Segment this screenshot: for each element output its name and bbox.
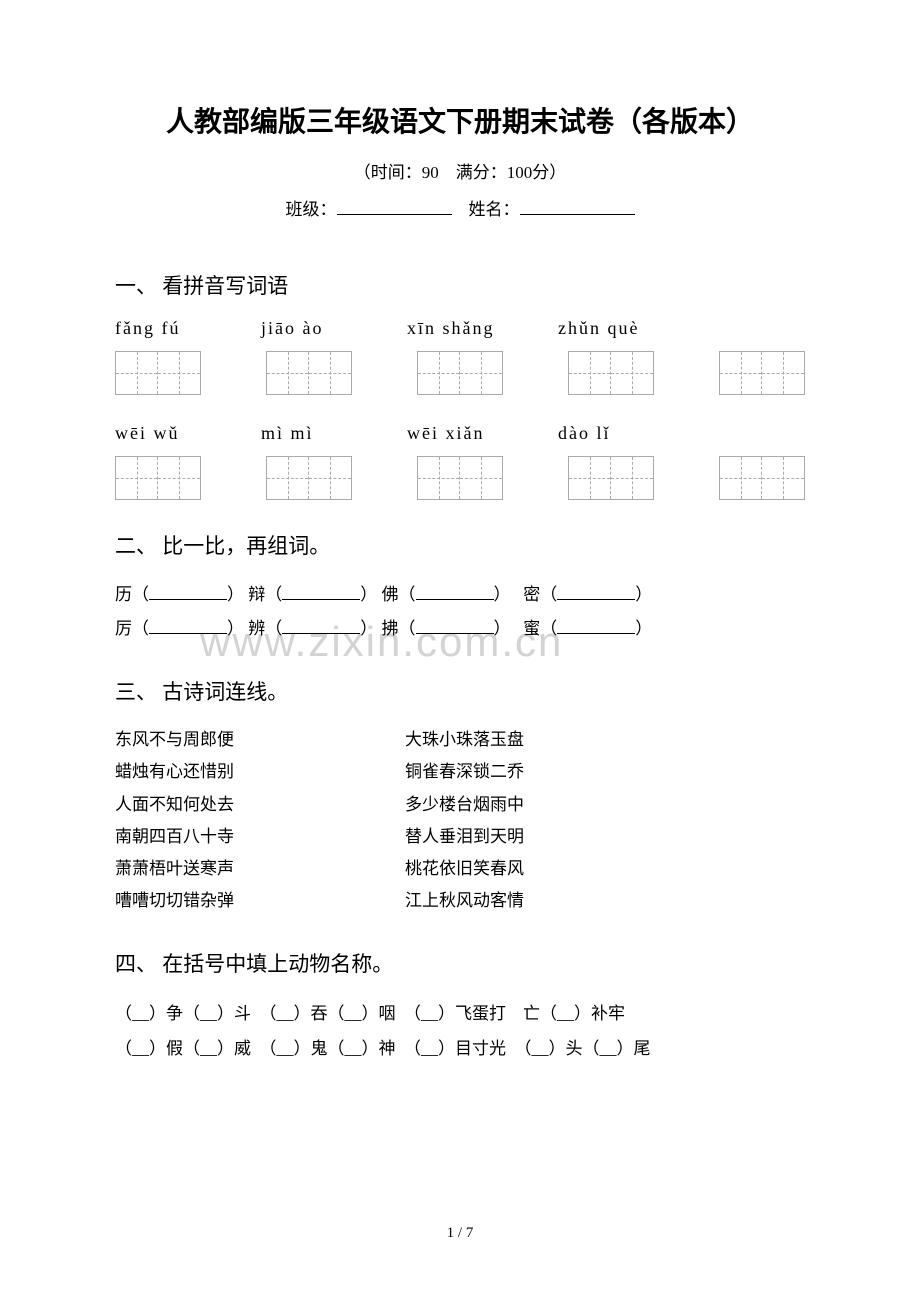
fill-blank <box>282 620 360 634</box>
char-box-pair <box>115 351 201 395</box>
char-box-pair <box>417 351 503 395</box>
poem-left: 南朝四百八十寺 <box>115 821 405 853</box>
fill-blank <box>416 586 494 600</box>
document-title: 人教部编版三年级语文下册期末试卷（各版本） <box>115 100 805 140</box>
pinyin-text: zhǔn què <box>558 318 698 339</box>
pinyin-row-1: fǎng fú jiāo ào xīn shǎng zhǔn què <box>115 318 805 339</box>
poem-left: 蜡烛有心还惜别 <box>115 756 405 788</box>
section2-heading: 二、 比一比，再组词。 <box>115 530 805 560</box>
char: 厉 <box>115 619 132 638</box>
char: 历 <box>115 585 132 604</box>
char-box-pair <box>266 456 352 500</box>
document-subtitle: （时间：90 满分：100分） <box>115 158 805 183</box>
char: 蜜 <box>523 619 540 638</box>
pinyin-text: wēi xiǎn <box>407 423 552 444</box>
class-blank <box>337 199 452 215</box>
pinyin-text: dào lǐ <box>558 423 698 444</box>
pinyin-text: xīn shǎng <box>407 318 552 339</box>
char: 辩 <box>248 585 265 604</box>
poem-right: 多少楼台烟雨中 <box>405 789 524 821</box>
section2-content: 历（） 辩（） 佛（） 密（） 厉（） 辨（） 拂（） 蜜（） <box>115 578 805 646</box>
poem-row: 东风不与周郎便大珠小珠落玉盘 <box>115 724 805 756</box>
fill-blank <box>416 620 494 634</box>
char-box-row-1 <box>115 351 805 395</box>
section2-line2: 厉（） 辨（） 拂（） 蜜（） <box>115 612 805 646</box>
fill-blank <box>282 586 360 600</box>
pinyin-text: wēi wǔ <box>115 423 255 444</box>
page-number: 1 / 7 <box>0 1225 920 1242</box>
section4-heading: 四、 在括号中填上动物名称。 <box>115 948 805 978</box>
name-label: 姓名： <box>452 200 520 219</box>
poem-right: 桃花依旧笑春风 <box>405 853 524 885</box>
char-box-pair <box>568 456 654 500</box>
poem-left: 东风不与周郎便 <box>115 724 405 756</box>
fill-blank <box>149 586 227 600</box>
section3-heading: 三、 古诗词连线。 <box>115 676 805 706</box>
poem-right: 铜雀春深锁二乔 <box>405 756 524 788</box>
char: 拂 <box>382 619 399 638</box>
pinyin-row-2: wēi wǔ mì mì wēi xiǎn dào lǐ <box>115 423 805 444</box>
poem-row: 南朝四百八十寺替人垂泪到天明 <box>115 821 805 853</box>
poem-row: 人面不知何处去多少楼台烟雨中 <box>115 789 805 821</box>
poem-right: 替人垂泪到天明 <box>405 821 524 853</box>
section2-line1: 历（） 辩（） 佛（） 密（） <box>115 578 805 612</box>
poem-left: 萧萧梧叶送寒声 <box>115 853 405 885</box>
poem-right: 大珠小珠落玉盘 <box>405 724 524 756</box>
fill-blank <box>149 620 227 634</box>
name-fields: 班级： 姓名： <box>115 195 805 220</box>
section4-line1: （__）争（__）斗 （__）吞（__）咽 （__）飞蛋打 亡（__）补牢 <box>115 996 805 1032</box>
section3-content: 东风不与周郎便大珠小珠落玉盘 蜡烛有心还惜别铜雀春深锁二乔 人面不知何处去多少楼… <box>115 724 805 918</box>
pinyin-text: jiāo ào <box>261 318 401 339</box>
poem-left: 嘈嘈切切错杂弹 <box>115 885 405 917</box>
char: 佛 <box>382 585 399 604</box>
char-box-row-2 <box>115 456 805 500</box>
char-box-pair <box>115 456 201 500</box>
poem-right: 江上秋风动客情 <box>405 885 524 917</box>
char: 辨 <box>248 619 265 638</box>
char-box-pair <box>568 351 654 395</box>
poem-row: 萧萧梧叶送寒声桃花依旧笑春风 <box>115 853 805 885</box>
fill-blank <box>557 586 635 600</box>
name-blank <box>520 199 635 215</box>
poem-row: 嘈嘈切切错杂弹江上秋风动客情 <box>115 885 805 917</box>
section4-content: （__）争（__）斗 （__）吞（__）咽 （__）飞蛋打 亡（__）补牢 （_… <box>115 996 805 1067</box>
char: 密 <box>523 585 540 604</box>
poem-left: 人面不知何处去 <box>115 789 405 821</box>
poem-row: 蜡烛有心还惜别铜雀春深锁二乔 <box>115 756 805 788</box>
section1-heading: 一、 看拼音写词语 <box>115 270 805 300</box>
section4-line2: （__）假（__）威 （__）鬼（__）神 （__）目寸光 （__）头（__）尾 <box>115 1031 805 1067</box>
char-box-pair <box>266 351 352 395</box>
class-label: 班级： <box>286 200 337 219</box>
char-box-pair <box>417 456 503 500</box>
char-box-pair <box>719 351 805 395</box>
fill-blank <box>557 620 635 634</box>
char-box-pair <box>719 456 805 500</box>
pinyin-text: fǎng fú <box>115 318 255 339</box>
pinyin-text: mì mì <box>261 423 401 444</box>
